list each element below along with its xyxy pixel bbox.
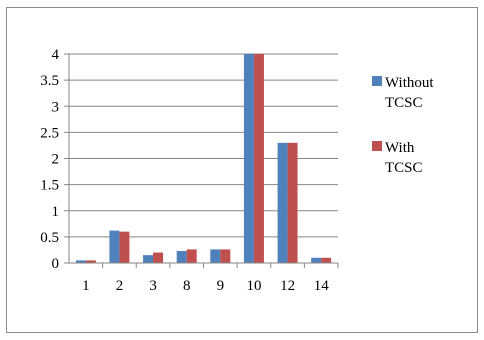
- y-tick-label: 1: [52, 204, 60, 220]
- chart-frame: 0 0.5 1 1.5 2 2.5 3 3.5 4 1 2 3 8 9 10 12 14 Without TCS…: [6, 7, 478, 333]
- bar-with-tcsc-9: [220, 249, 231, 263]
- y-tick-label: 0: [52, 256, 60, 272]
- legend-swatch: [372, 76, 382, 86]
- y-tick-label: 2: [52, 152, 60, 168]
- bar-without-tcsc-14: [311, 257, 322, 263]
- y-tick-label: 0.5: [40, 230, 59, 246]
- y-tick-label: 3.5: [40, 73, 59, 89]
- legend-label: TCSC: [385, 95, 423, 111]
- bar-with-tcsc-10: [253, 54, 264, 263]
- x-tick-labels: 1 2 3 8 9 10 12 14: [82, 278, 329, 294]
- bar-with-tcsc-3: [153, 252, 164, 263]
- y-tick-labels: 0 0.5 1 1.5 2 2.5 3 3.5 4: [40, 47, 59, 272]
- bar-with-tcsc-12: [287, 142, 298, 263]
- bar-without-tcsc-3: [143, 255, 154, 263]
- x-tick-label: 8: [183, 278, 191, 294]
- bar-with-tcsc-2: [119, 231, 130, 263]
- legend: Without TCSC With TCSC: [372, 75, 434, 176]
- y-tick-label: 4: [52, 47, 60, 63]
- y-tick-label: 3: [52, 99, 60, 115]
- x-tick-label: 10: [246, 278, 261, 294]
- y-tick-label: 2.5: [40, 125, 59, 141]
- y-tick-label: 1.5: [40, 178, 59, 194]
- legend-label: TCSC: [385, 160, 423, 176]
- x-tick-label: 12: [280, 278, 295, 294]
- bar-without-tcsc-10: [243, 54, 254, 263]
- legend-label: Without: [385, 75, 434, 91]
- bar-with-tcsc-1: [85, 260, 96, 263]
- bar-with-tcsc-14: [321, 257, 332, 263]
- x-tick-label: 1: [82, 278, 90, 294]
- bar-chart: 00.511.522.533.54 1 2 3 8 9 10 12 14 WithoutTCS…: [40, 47, 434, 294]
- axes: [64, 53, 339, 268]
- bar-without-tcsc-1: [75, 260, 86, 263]
- legend-label: With: [385, 140, 415, 156]
- x-tick-label: 9: [217, 278, 225, 294]
- bar-without-tcsc-9: [210, 249, 221, 263]
- bar-without-tcsc-12: [277, 142, 288, 263]
- bars: [75, 54, 332, 263]
- bar-without-tcsc-2: [109, 230, 120, 263]
- bar-with-tcsc-8: [186, 249, 197, 263]
- legend-swatch: [372, 141, 382, 151]
- x-tick-label: 3: [149, 278, 157, 294]
- x-tick-label: 14: [314, 278, 330, 294]
- bar-without-tcsc-8: [176, 250, 187, 263]
- x-tick-label: 2: [116, 278, 124, 294]
- gridlines: [69, 53, 338, 238]
